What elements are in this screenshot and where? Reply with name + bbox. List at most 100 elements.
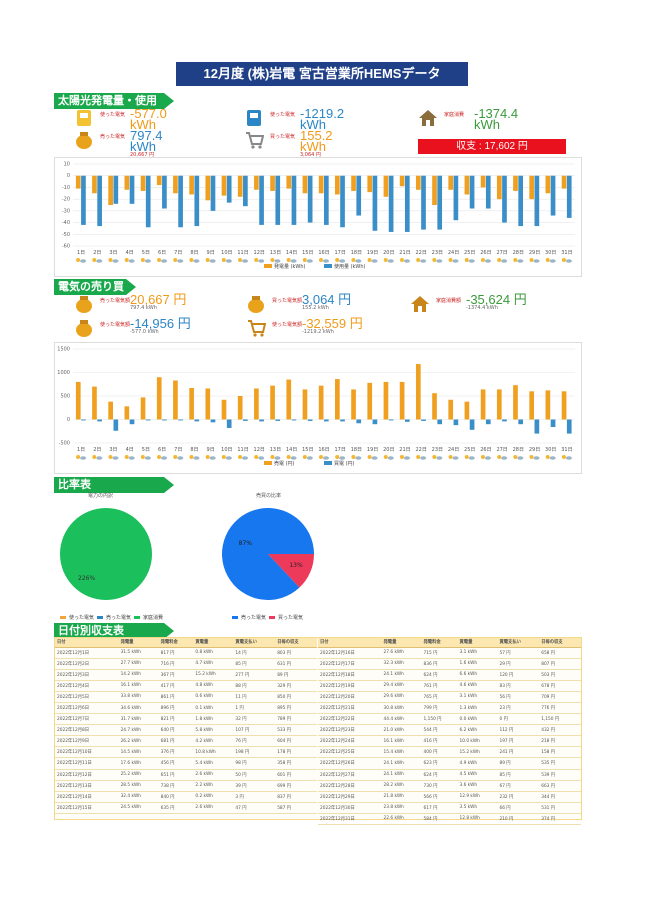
weather-icon [323, 456, 329, 460]
x-tick-label: 21日 [399, 250, 410, 256]
table-cell: 374 円 [539, 813, 581, 826]
bar-a [156, 175, 162, 186]
bar-a [237, 175, 243, 197]
table-cell: 663 円 [539, 780, 581, 792]
x-tick-label: 15日 [302, 447, 313, 453]
table-cell: 21.0 kWh [381, 724, 422, 737]
bar-b [243, 419, 248, 421]
bar-a [189, 175, 194, 195]
weather-icon [124, 455, 129, 459]
table-cell: 738 円 [158, 780, 194, 792]
table-cell: 4.9 kWh [457, 757, 498, 770]
table-cell: 56 円 [497, 691, 540, 703]
weather-icon [108, 455, 113, 459]
table-cell: 26.2 kWh [118, 735, 159, 748]
bar-b [324, 419, 329, 422]
bar-b [421, 175, 426, 230]
weather-icon [399, 258, 404, 262]
bar-b [502, 419, 507, 422]
weather-icon [274, 456, 281, 460]
table-cell: 16.1 kWh [381, 735, 422, 748]
weather-icon [112, 456, 119, 460]
energy-chart: 10 0 -10 -20 -30 -40 -50 -60 1日 2日 3日 4日 5日 6日 7日 8日 9日 1… [54, 157, 582, 277]
table-header: 発電量 [381, 638, 422, 648]
bar-b [178, 419, 183, 421]
bar-a [254, 388, 259, 420]
table-row: 2022年12月18日 24.1 kWh 624 円 6.6 kWh 120 円 503 … [318, 669, 581, 681]
table-cell: 3.5 kWh [457, 802, 498, 814]
table-cell: 33.8 kWh [118, 691, 159, 703]
weather-icon [367, 455, 372, 459]
x-tick-label: 3日 [109, 250, 117, 256]
table-cell: 715 円 [421, 647, 458, 659]
table-cell: 1.8 kWh [193, 713, 234, 726]
bar-b [97, 419, 102, 422]
table-row: 2022年12月2日 27.7 kWh 716 円 4.7 kWh 85 円 631 円 [55, 658, 317, 670]
weather-icon [209, 259, 216, 263]
table-cell: 2022年12月27日 [318, 769, 382, 781]
bar-a [545, 175, 551, 194]
x-tick-label: 28日 [513, 250, 524, 256]
section-solar: 太陽光発電量・使用量 [54, 93, 174, 123]
weather-icon [529, 455, 534, 459]
bar-a [286, 379, 292, 420]
x-tick-label: 26日 [480, 250, 491, 256]
table-cell: 4.5 kWh [457, 769, 498, 781]
bar-b [550, 175, 556, 216]
legend-swatch [324, 264, 332, 268]
table-cell: 539 円 [539, 769, 581, 781]
table-cell: 2022年12月9日 [55, 735, 119, 748]
x-tick-label: 17日 [335, 250, 346, 256]
weather-icon [501, 259, 508, 263]
table-cell: 4.2 kWh [193, 735, 234, 748]
table-cell: 28.2 kWh [381, 780, 422, 792]
weather-icon [561, 258, 566, 262]
x-tick-label: 3日 [109, 447, 117, 453]
bar-a [351, 175, 356, 191]
table-cell: 624 円 [421, 669, 458, 681]
table-cell: 535 円 [539, 757, 581, 770]
bar-b [421, 419, 426, 421]
weather-icon [124, 258, 129, 262]
bar-b [534, 175, 540, 227]
money-bag-icon [76, 296, 92, 313]
y-tick-label: 1000 [57, 370, 70, 376]
weather-icon [177, 456, 184, 460]
weather-icon [319, 455, 323, 459]
x-tick-label: 2日 [93, 250, 101, 256]
weather-icon [242, 456, 249, 460]
weather-icon [157, 258, 162, 262]
table-row: 2022年12月25日 15.4 kWh 400 円 15.2 kWh 241 円 158… [318, 746, 581, 759]
table-cell: 358 円 [275, 757, 317, 770]
x-tick-label: 2日 [93, 447, 101, 453]
table-cell: 16.1 kWh [118, 680, 159, 692]
x-tick-label: 24日 [448, 447, 459, 453]
house-icon [411, 296, 429, 312]
x-tick-label: 8日 [190, 250, 198, 256]
table-cell: 531 円 [539, 802, 581, 814]
table-row: 2022年12月13日 28.5 kWh 738 円 2.2 kWh 39 円 699 円 [55, 780, 317, 792]
table-cell: 112 円 [497, 724, 540, 737]
bar-b [388, 419, 394, 421]
table-header: 発電量 [118, 638, 159, 648]
table-cell: 2022年12月23日 [318, 724, 382, 737]
cart-icon [246, 132, 264, 149]
legend-label: 売電 (円) [274, 460, 295, 467]
table-cell: 23.8 kWh [381, 802, 422, 814]
bar-b [324, 175, 329, 225]
bar-b [356, 175, 362, 216]
weather-icon [128, 456, 135, 460]
table-cell: 15.2 kWh [193, 669, 234, 681]
y-tick-label: -10 [62, 185, 70, 191]
table-cell: 861 円 [158, 691, 194, 703]
bar-a [318, 175, 324, 194]
weather-icon [173, 258, 178, 262]
x-tick-label: 30日 [545, 447, 556, 453]
table-row: 2022年12月3日 14.2 kWh 367 円 15.2 kWh 277 円 89 円 [55, 669, 317, 681]
table-header: 日毎の収支 [539, 638, 581, 648]
bar-a [173, 380, 178, 420]
table-cell: 39 円 [233, 780, 276, 792]
weather-icon [161, 259, 168, 263]
weather-icon [80, 456, 87, 460]
weather-icon [112, 259, 119, 263]
